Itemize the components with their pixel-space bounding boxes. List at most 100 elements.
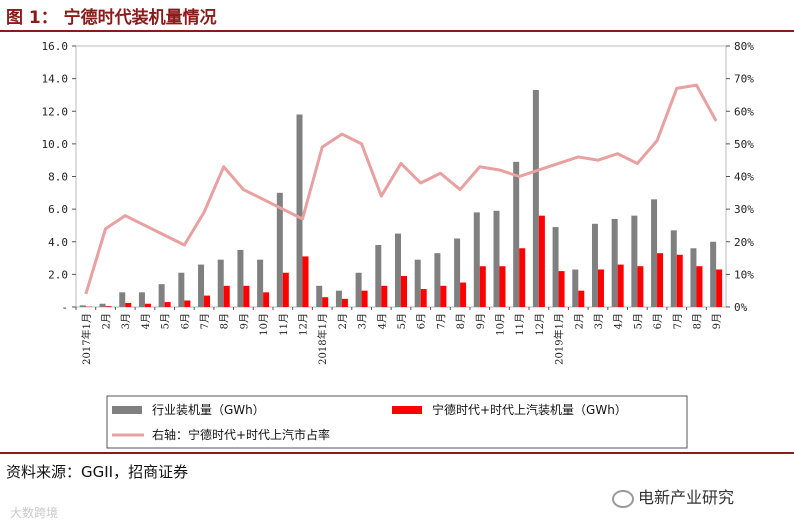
x-tick-label: 10月	[494, 313, 506, 336]
right-tick-label: 80%	[734, 40, 754, 53]
catl-bar	[696, 266, 703, 307]
industry-bar	[276, 192, 283, 307]
catl-bar	[538, 215, 545, 307]
installed-capacity-chart: - 2.0 4.0 6.0 8.0 10.0 12.0 14.0 16.0 0% 10% 20% 30…	[42, 40, 754, 449]
industry-bar	[158, 284, 165, 307]
industry-bar	[198, 264, 205, 307]
x-tick-label: 3月	[120, 313, 132, 329]
catl-bar	[617, 264, 624, 307]
x-tick-label: 8月	[219, 313, 231, 329]
x-tick-label: 5月	[396, 313, 408, 329]
industry-bar	[513, 161, 520, 307]
catl-bar	[322, 297, 329, 307]
legend-label: 右轴：宁德时代+时代上汽市占率	[152, 427, 330, 442]
right-tick-label: 30%	[734, 203, 754, 216]
industry-bar	[454, 238, 461, 307]
x-tick-label: 2017年1月	[80, 313, 93, 365]
left-axis: - 2.0 4.0 6.0 8.0 10.0 12.0 14.0 16.0	[42, 40, 76, 314]
industry-bar	[493, 210, 500, 307]
watermark-right-text: 电新产业研究	[638, 488, 735, 507]
industry-bar	[710, 241, 717, 307]
x-tick-label: 5月	[160, 313, 172, 329]
catl-bar	[144, 303, 151, 307]
x-tick-label: 7月	[435, 313, 447, 329]
x-tick-label: 10月	[258, 313, 270, 336]
x-tick-label: 12月	[298, 313, 310, 336]
legend-swatch	[392, 406, 422, 414]
right-tick-label: 10%	[734, 268, 754, 281]
figure-title: 图 1： 宁德时代装机量情况	[6, 8, 217, 28]
industry-bar	[572, 269, 579, 307]
left-tick-label: 2.0	[48, 268, 68, 281]
catl-bar	[519, 248, 526, 307]
industry-bar	[375, 245, 382, 307]
left-tick-label: 8.0	[48, 171, 68, 184]
right-tick-label: 70%	[734, 73, 754, 86]
catl-bar	[657, 253, 664, 307]
industry-bar	[690, 248, 697, 307]
legend-label: 宁德时代+时代上汽装机量（GWh）	[432, 402, 627, 417]
x-tick-label: 4月	[613, 313, 625, 329]
industry-bar	[631, 215, 638, 307]
catl-bar	[676, 254, 683, 307]
x-tick-label: 12月	[534, 313, 546, 336]
industry-bar	[473, 212, 480, 307]
x-tick-label: 9月	[711, 313, 723, 329]
industry-bar	[119, 292, 126, 307]
industry-bar	[591, 223, 598, 307]
x-tick-label: 11月	[514, 313, 526, 336]
industry-bar	[611, 218, 618, 307]
x-tick-label: 5月	[632, 313, 644, 329]
right-tick-label: 40%	[734, 171, 754, 184]
legend-box	[106, 395, 688, 449]
industry-bar	[99, 303, 106, 307]
left-tick-label: 16.0	[42, 40, 69, 53]
x-tick-label: 2019年1月	[553, 313, 566, 365]
catl-bar	[440, 285, 447, 307]
x-tick-label: 2月	[337, 313, 349, 329]
wechat-icon	[612, 489, 634, 508]
industry-bar	[532, 90, 539, 307]
x-tick-label: 3月	[593, 313, 605, 329]
catl-bar	[420, 289, 427, 307]
catl-bar	[597, 269, 604, 307]
industry-bar	[552, 227, 559, 307]
x-tick-label: 3月	[357, 313, 369, 329]
watermark-left: 大数跨境	[10, 506, 59, 520]
x-tick-label: 4月	[140, 313, 152, 329]
catl-bar	[105, 306, 112, 307]
left-tick-label: -	[61, 301, 68, 314]
x-tick-label: 6月	[179, 313, 191, 329]
catl-bar	[381, 285, 388, 307]
x-tick-label: 9月	[238, 313, 250, 329]
x-axis: 2017年1月 2月 3月 4月 5月 6月 7月 8月 9月 10月 11月 12月 2018年1月 2…	[75, 307, 723, 365]
x-tick-label: 11月	[278, 313, 290, 336]
right-tick-label: 50%	[734, 138, 754, 151]
catl-bar	[401, 276, 407, 307]
industry-bar	[79, 305, 86, 307]
share-line	[84, 83, 718, 295]
catl-bar	[184, 300, 191, 307]
industry-bars	[79, 90, 717, 307]
catl-bars	[85, 215, 723, 307]
industry-bar	[414, 259, 421, 307]
catl-bar	[282, 272, 289, 307]
industry-bar	[138, 292, 145, 307]
source-note: 资料来源：GGII，招商证券	[6, 463, 189, 481]
x-tick-label: 8月	[691, 313, 703, 329]
source-rule	[0, 452, 794, 454]
industry-bar	[335, 290, 342, 307]
industry-bar	[217, 259, 224, 307]
catl-bar	[499, 266, 506, 307]
legend: 行业装机量（GWh） 宁德时代+时代上汽装机量（GWh） 右轴：宁德时代+时代上汽市…	[106, 395, 688, 449]
industry-bar	[237, 249, 244, 307]
industry-bar	[395, 233, 401, 307]
catl-bar	[263, 292, 270, 307]
industry-bar	[316, 285, 323, 307]
catl-bar	[479, 266, 486, 307]
x-tick-label: 7月	[672, 313, 684, 329]
industry-bar	[355, 272, 362, 307]
x-tick-label: 7月	[199, 313, 211, 329]
left-tick-label: 10.0	[42, 138, 69, 151]
catl-bar	[716, 269, 723, 307]
